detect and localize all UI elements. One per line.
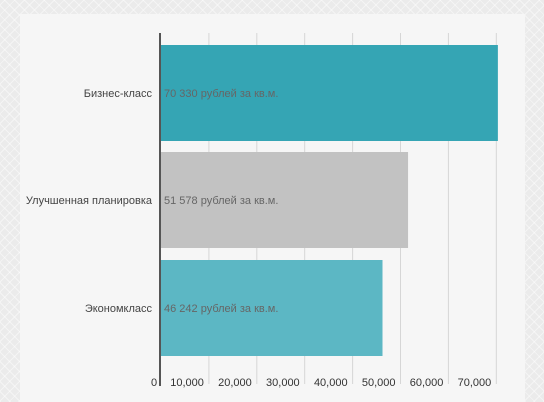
data-label: 51 578 рублей за кв.м. bbox=[164, 195, 278, 207]
bar bbox=[161, 152, 409, 248]
x-tick-label: 50,000 bbox=[362, 377, 396, 389]
data-label: 46 242 рублей за кв.м. bbox=[164, 303, 278, 315]
x-tick-label: 70,000 bbox=[458, 377, 492, 389]
category-label: Бизнес-класс bbox=[84, 88, 153, 100]
x-tick-label: 30,000 bbox=[266, 377, 300, 389]
x-tick-label: 60,000 bbox=[410, 377, 444, 389]
labels: 0 10,000 20,000 30,000 40,000 50,000 60,000 70,… bbox=[26, 88, 491, 389]
category-label: Улучшенная планировка bbox=[26, 195, 153, 207]
x-tick-label: 0 bbox=[151, 377, 157, 389]
x-tick-label: 10,000 bbox=[170, 377, 204, 389]
bars bbox=[161, 45, 498, 356]
bar bbox=[161, 260, 383, 356]
bar bbox=[161, 45, 498, 141]
category-label: Экономкласс bbox=[85, 303, 153, 315]
data-label: 70 330 рублей за кв.м. bbox=[164, 88, 278, 100]
x-tick-label: 20,000 bbox=[218, 377, 252, 389]
x-tick-label: 40,000 bbox=[314, 377, 348, 389]
